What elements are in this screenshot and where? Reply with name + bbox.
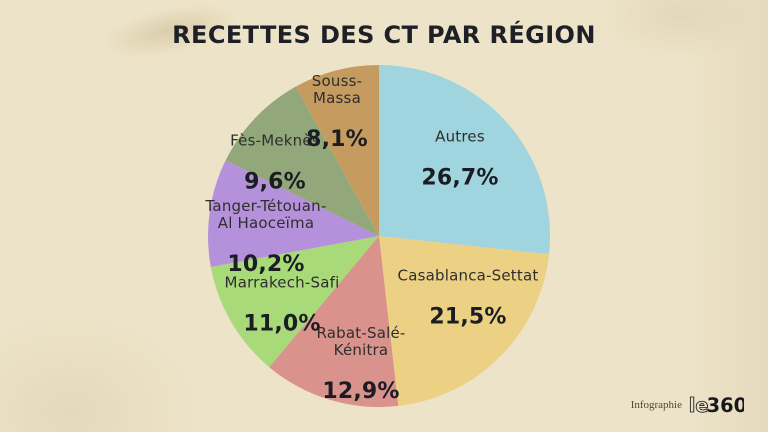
footer-credit: Infographie le 360 bbox=[631, 394, 744, 416]
le360-logo-360: 360 bbox=[707, 394, 744, 416]
pie-slice-fes-meknes bbox=[225, 86, 379, 236]
pie-label-autres: Autres 26,7% bbox=[421, 110, 498, 211]
credit-text: Infographie bbox=[630, 399, 682, 411]
slice-label: Casablanca-Settat bbox=[397, 266, 539, 285]
slice-value: 10,2% bbox=[227, 252, 305, 277]
slice-value: 12,9% bbox=[322, 379, 400, 404]
pie-label-souss-massa: Souss- Massa 8,1% bbox=[306, 54, 368, 172]
pie-label-casablanca-settat: Casablanca-Settat 21,5% bbox=[398, 249, 539, 350]
slice-value: 11,0% bbox=[243, 311, 321, 337]
slice-value: 26,7% bbox=[421, 165, 499, 191]
pie-label-fes-meknes: Fès-Meknès 9,6% bbox=[230, 114, 320, 215]
slice-label: Rabat-Salé- Kénitra bbox=[316, 324, 406, 359]
pie-label-marrakech-safi: Marrakech-Safi 11,0% bbox=[225, 256, 340, 357]
chart-title: RECETTES DES CT PAR RÉGION bbox=[172, 21, 596, 49]
slice-label: Tanger-Tétouan- Al Haoceïma bbox=[205, 197, 327, 232]
pie-slice-souss-massa bbox=[295, 65, 379, 236]
le360-logo-le: le bbox=[689, 394, 709, 416]
slice-value: 8,1% bbox=[306, 127, 368, 152]
pie-label-rabat-sale-kenitra: Rabat-Salé- Kénitra 12,9% bbox=[316, 306, 405, 424]
slice-label: Souss- Massa bbox=[311, 72, 363, 107]
pie-slice-marrakech-safi bbox=[210, 236, 379, 368]
slice-label: Marrakech-Safi bbox=[224, 273, 340, 292]
slice-label: Autres bbox=[435, 127, 485, 146]
pie-slice-tanger-tetouan-al-haoceima bbox=[207, 160, 379, 267]
pie-slice-casablanca-settat bbox=[379, 236, 550, 406]
slice-label: Fès-Meknès bbox=[230, 131, 320, 150]
pie-slice-autres bbox=[379, 65, 551, 255]
pie-label-tanger-tetouan: Tanger-Tétouan- Al Haoceïma 10,2% bbox=[206, 179, 327, 297]
pie-slice-rabat-sale-kenitra bbox=[269, 236, 399, 408]
slice-value: 21,5% bbox=[429, 304, 507, 330]
le360-logo: le 360 bbox=[688, 394, 744, 416]
slice-value: 9,6% bbox=[244, 169, 306, 195]
